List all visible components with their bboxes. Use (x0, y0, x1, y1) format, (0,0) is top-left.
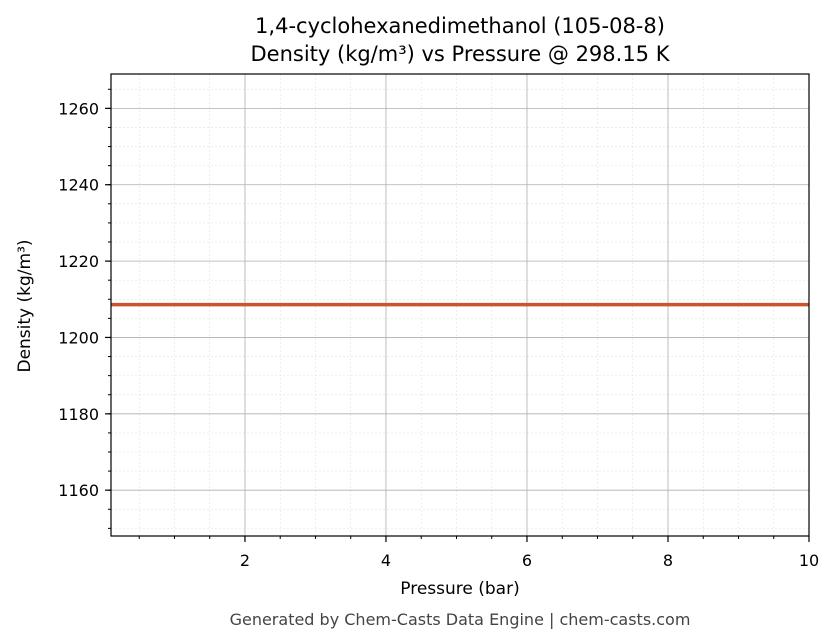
x-tick-label: 6 (522, 551, 532, 570)
x-tick-label: 8 (663, 551, 673, 570)
y-axis-label: Density (kg/m³) (15, 239, 35, 372)
y-tick-label: 1180 (58, 405, 99, 424)
x-axis-label: Pressure (bar) (400, 579, 519, 599)
y-tick-label: 1160 (58, 481, 99, 500)
y-tick-label: 1260 (58, 99, 99, 118)
y-tick-label: 1240 (58, 176, 99, 195)
x-tick-label: 10 (799, 551, 819, 570)
x-tick-label: 2 (240, 551, 250, 570)
axis-ticks (105, 88, 810, 542)
plot-frame (110, 73, 810, 537)
chart-title: 1,4-cyclohexanedimethanol (105-08-8) (255, 14, 665, 38)
x-tick-label: 4 (381, 551, 391, 570)
chart-subtitle: Density (kg/m³) vs Pressure @ 298.15 K (250, 42, 670, 66)
y-tick-label: 1200 (58, 328, 99, 347)
footer-credit: Generated by Chem-Casts Data Engine | ch… (230, 610, 691, 629)
y-tick-label: 1220 (58, 252, 99, 271)
tick-labels: 2 4 6 8 10 1160 1180 1200 1220 1240 1260 (58, 99, 819, 570)
